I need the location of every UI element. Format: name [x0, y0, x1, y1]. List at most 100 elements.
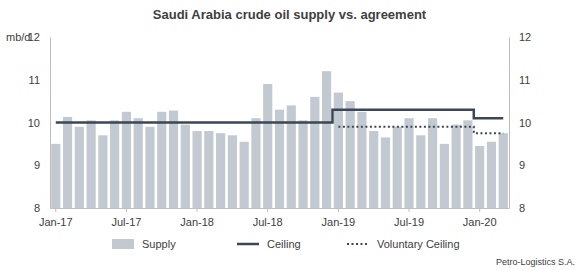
axis-line	[50, 38, 51, 209]
bar	[346, 101, 355, 208]
bar	[463, 120, 472, 208]
axis-line	[509, 38, 510, 209]
legend-item: Voluntary Ceiling	[347, 238, 460, 250]
tick: 9	[34, 159, 50, 171]
bar	[369, 131, 378, 208]
legend: Supply Ceiling Voluntary Ceiling	[112, 238, 460, 250]
tick: Jul-18	[253, 208, 283, 228]
bar	[475, 146, 484, 208]
tick-mark	[197, 208, 198, 212]
tick: 12	[28, 31, 50, 43]
tick-label: 9	[34, 159, 40, 171]
title: Saudi Arabia crude oil supply vs. agreem…	[153, 7, 427, 22]
bar	[157, 112, 166, 208]
legend-label: Voluntary Ceiling	[377, 238, 460, 250]
source: Petro-Logistics S.A.	[496, 257, 575, 267]
tick-label: 11	[29, 74, 40, 86]
bar	[75, 127, 84, 208]
tick: 10	[509, 117, 531, 129]
tick-label: 8	[34, 202, 40, 214]
tick: 11	[29, 74, 50, 86]
tick-label: 8	[519, 202, 525, 214]
bar	[275, 110, 284, 208]
tick-label: 10	[28, 117, 40, 129]
tick-label: Jan-18	[180, 216, 214, 228]
bar	[452, 125, 461, 208]
tick-label: Jul-19	[394, 216, 424, 228]
bar	[487, 142, 496, 208]
bar	[228, 135, 237, 208]
bar	[181, 125, 190, 208]
bar	[63, 117, 72, 208]
bar	[404, 118, 413, 208]
tick-mark	[338, 208, 339, 212]
tick: 8	[509, 202, 525, 214]
line	[56, 110, 503, 123]
tick: Jul-19	[394, 208, 424, 228]
line	[338, 127, 503, 133]
bar	[87, 120, 96, 208]
bar	[322, 71, 331, 208]
y2-axis: 8 9 10 11 12	[509, 31, 531, 214]
tick: 10	[28, 117, 50, 129]
tick-mark	[55, 208, 56, 212]
bar	[122, 112, 131, 208]
tick-mark	[409, 208, 410, 212]
legend-swatch	[112, 239, 134, 249]
chart: Saudi Arabia crude oil supply vs. agreem…	[0, 0, 579, 270]
bar	[134, 118, 143, 208]
bar	[98, 135, 107, 208]
legend-item: Supply	[112, 238, 176, 250]
bar	[204, 131, 213, 208]
tick-label: Jan-17	[39, 216, 73, 228]
tick-label: Jan-19	[322, 216, 356, 228]
bar	[110, 120, 119, 208]
tick-label: Jul-17	[111, 216, 141, 228]
legend-item: Ceiling	[237, 238, 301, 250]
tick-label: 10	[519, 117, 531, 129]
tick-label: 12	[519, 31, 531, 43]
tick: Jan-18	[180, 208, 214, 228]
tick: Jan-20	[463, 208, 497, 228]
tick: 8	[34, 202, 50, 214]
tick: Jan-17	[39, 208, 73, 228]
tick-mark	[479, 208, 480, 212]
tick-label: 11	[519, 74, 530, 86]
legend-swatch	[237, 243, 259, 246]
bar	[416, 135, 425, 208]
bar	[499, 133, 508, 208]
tick: 9	[509, 159, 525, 171]
bar	[310, 97, 319, 208]
y-axis: 8 9 10 11 12	[28, 31, 51, 214]
bar	[145, 127, 154, 208]
bar	[169, 111, 178, 208]
tick-mark	[126, 208, 127, 212]
legend-swatch	[347, 243, 369, 245]
plot-area	[51, 71, 508, 208]
tick-label: Jul-18	[253, 216, 283, 228]
tick-label: 9	[519, 159, 525, 171]
x-axis: Jan-17 Jul-17 Jan-18 Jul-18 Jan-19 Jul-19 Jan-…	[39, 208, 510, 228]
tick-mark	[267, 208, 268, 212]
bar	[251, 118, 260, 208]
tick: 11	[509, 74, 530, 86]
legend-label: Ceiling	[267, 238, 301, 250]
tick-label: Jan-20	[463, 216, 497, 228]
tick: 12	[509, 31, 531, 43]
bar	[51, 144, 60, 208]
legend-label: Supply	[142, 238, 176, 250]
bar	[428, 118, 437, 208]
tick: Jan-19	[322, 208, 356, 228]
bar	[263, 84, 272, 208]
tick: Jul-17	[111, 208, 141, 228]
bar	[240, 142, 249, 208]
bar	[381, 137, 390, 208]
tick-label: 12	[28, 31, 40, 43]
bar	[298, 120, 307, 208]
bar	[440, 144, 449, 208]
bar	[216, 133, 225, 208]
bar	[393, 127, 402, 208]
axis-line	[51, 208, 510, 209]
bar	[287, 105, 296, 208]
bar	[192, 131, 201, 208]
